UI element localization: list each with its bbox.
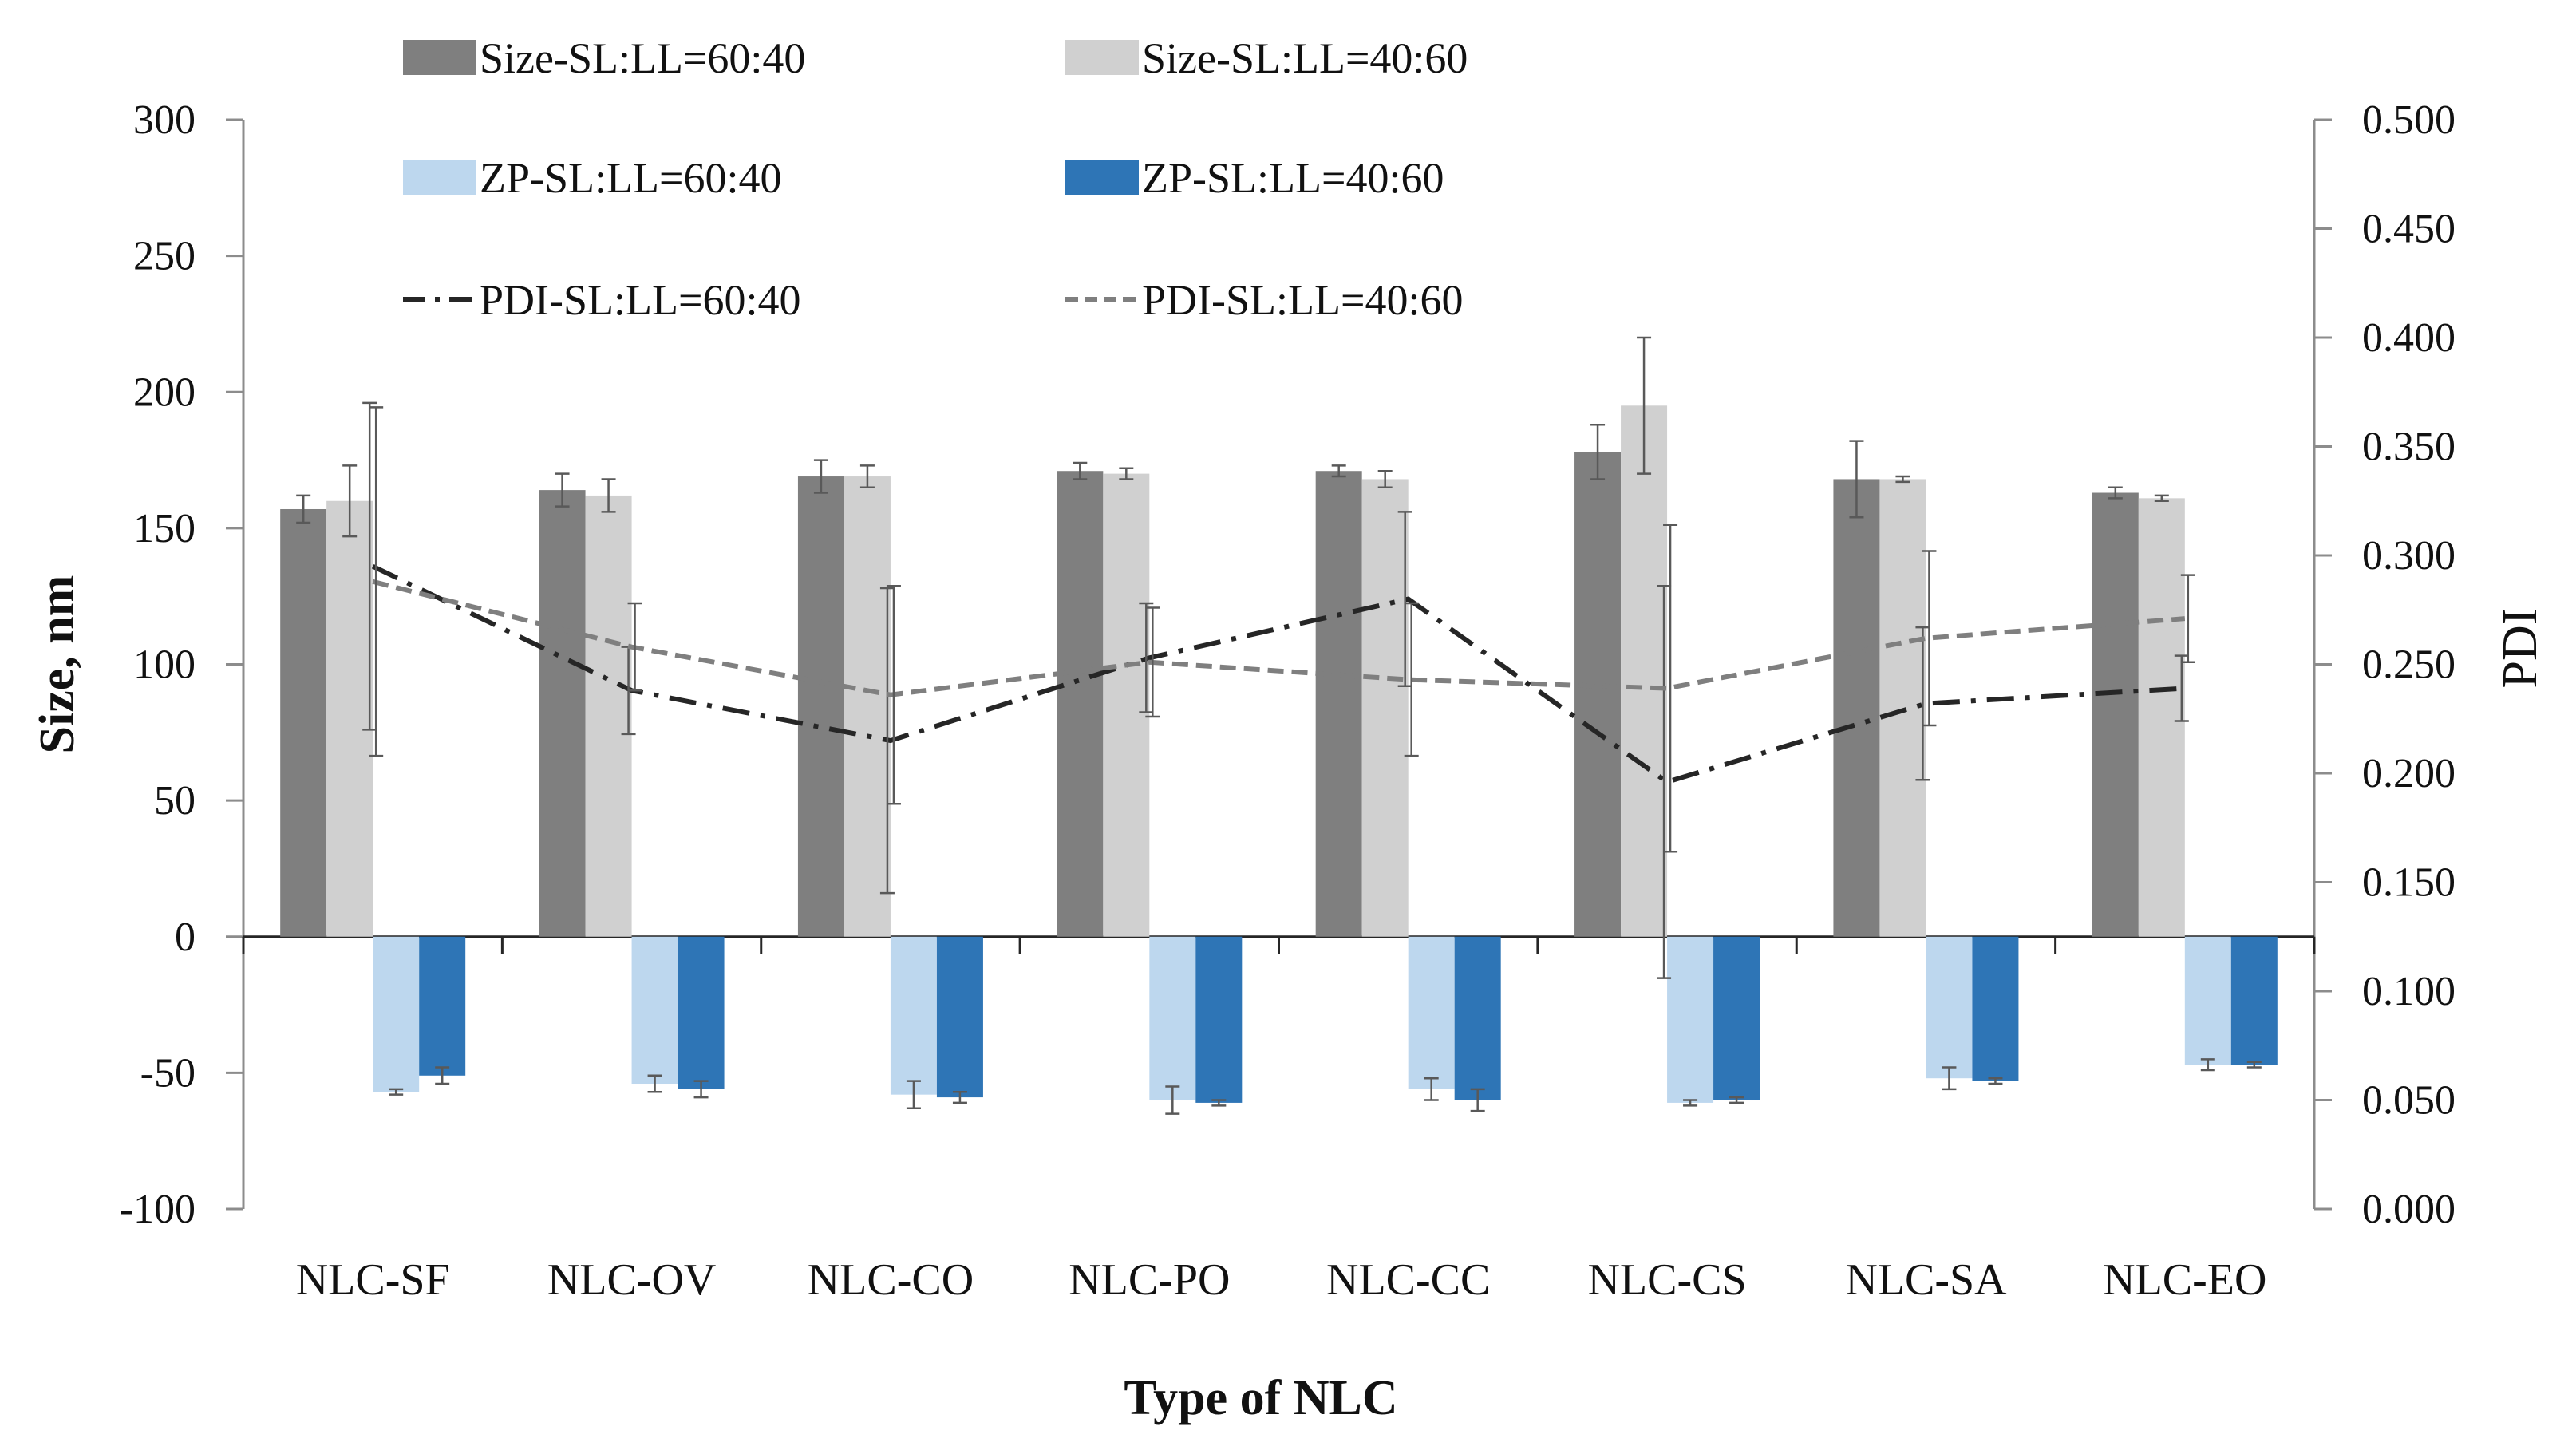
bar-size-40-60 [1361,479,1409,937]
y2-tick-label: 0.050 [2362,1078,2455,1124]
y-tick-label: -50 [140,1050,196,1096]
bar-zp-40-60 [1972,936,2019,1081]
y-tick-label: 100 [133,642,196,688]
y2-tick-label: 0.300 [2362,533,2455,579]
bar-zp-40-60 [2230,936,2278,1065]
y-tick-label: 0 [175,915,196,960]
bar-zp-60-40 [373,936,420,1092]
category-label: NLC-SA [1845,1255,2007,1305]
legend-size-40-60-label: Size-SL:LL=40:60 [1142,34,1468,82]
pdi-line-40-60 [372,579,2186,697]
legend-size-60-40-swatch [403,40,476,75]
y2-tick-label: 0.000 [2362,1187,2455,1232]
bar-size-60-40 [1057,471,1104,937]
bar-size-60-40 [1574,452,1622,937]
bar-zp-60-40 [1149,936,1196,1100]
bar-zp-60-40 [1408,936,1455,1089]
y-tick-label: 50 [154,778,196,824]
bar-zp-40-60 [419,936,466,1076]
category-label: NLC-OV [547,1255,717,1305]
bar-zp-60-40 [2184,936,2231,1065]
bar-size-40-60 [326,500,373,937]
x-axis-title: Type of NLC [1124,1371,1397,1425]
y2-tick-label: 0.150 [2362,860,2455,906]
category-label: NLC-CO [808,1255,974,1305]
y2-tick-label: 0.450 [2362,207,2455,252]
pdi-line-60-40 [371,563,2185,785]
bar-zp-40-60 [678,936,725,1089]
category-label: NLC-CC [1326,1255,1490,1305]
bar-zp-60-40 [1926,936,1973,1079]
bar-size-60-40 [1315,471,1362,937]
y-tick-label: 200 [133,369,196,415]
y2-tick-label: 0.400 [2362,315,2455,361]
category-label: NLC-CS [1587,1255,1746,1305]
y-tick-label: -100 [120,1187,196,1232]
y2-tick-label: 0.500 [2362,97,2455,143]
legend-zp-60-40-label: ZP-SL:LL=60:40 [480,154,781,202]
bar-zp-60-40 [1667,936,1714,1103]
y-tick-label: 300 [133,97,196,143]
legend-size-60-40-label: Size-SL:LL=60:40 [480,34,805,82]
y2-tick-label: 0.250 [2362,642,2455,688]
bar-size-40-60 [2138,498,2185,937]
bar-size-40-60 [1621,405,1668,937]
y-axis-title: Size, nm [30,575,85,754]
bar-zp-60-40 [631,936,678,1085]
y2-axis-title: PDI [2493,609,2547,689]
y2-tick-label: 0.350 [2362,425,2455,470]
legend-zp-40-60-swatch [1065,160,1139,195]
y-tick-label: 150 [133,506,196,551]
y2-tick-label: 0.100 [2362,969,2455,1014]
bar-size-60-40 [2092,492,2139,937]
bar-size-60-40 [280,508,327,937]
legend-size-40-60-swatch [1065,40,1139,75]
legend-pdi-40-60-label: PDI-SL:LL=40:60 [1142,276,1463,324]
bar-zp-40-60 [1713,936,1760,1100]
bar-size-60-40 [797,476,844,937]
category-label: NLC-PO [1069,1255,1230,1305]
bar-zp-40-60 [1195,936,1243,1103]
bar-size-60-40 [1833,479,1880,937]
bar-zp-40-60 [1454,936,1501,1100]
y2-tick-label: 0.200 [2362,751,2455,796]
bar-size-40-60 [844,476,891,937]
bar-size-40-60 [1103,473,1150,937]
bar-size-40-60 [585,495,632,937]
category-label: NLC-EO [2103,1255,2266,1305]
bar-zp-40-60 [936,936,983,1098]
category-label: NLC-SF [296,1255,450,1305]
bar-zp-60-40 [890,936,937,1095]
bar-size-60-40 [539,490,586,937]
y-tick-label: 250 [133,234,196,279]
legend-zp-40-60-label: ZP-SL:LL=40:60 [1142,154,1444,202]
legend-zp-60-40-swatch [403,160,476,195]
legend-pdi-60-40-label: PDI-SL:LL=60:40 [480,276,800,324]
